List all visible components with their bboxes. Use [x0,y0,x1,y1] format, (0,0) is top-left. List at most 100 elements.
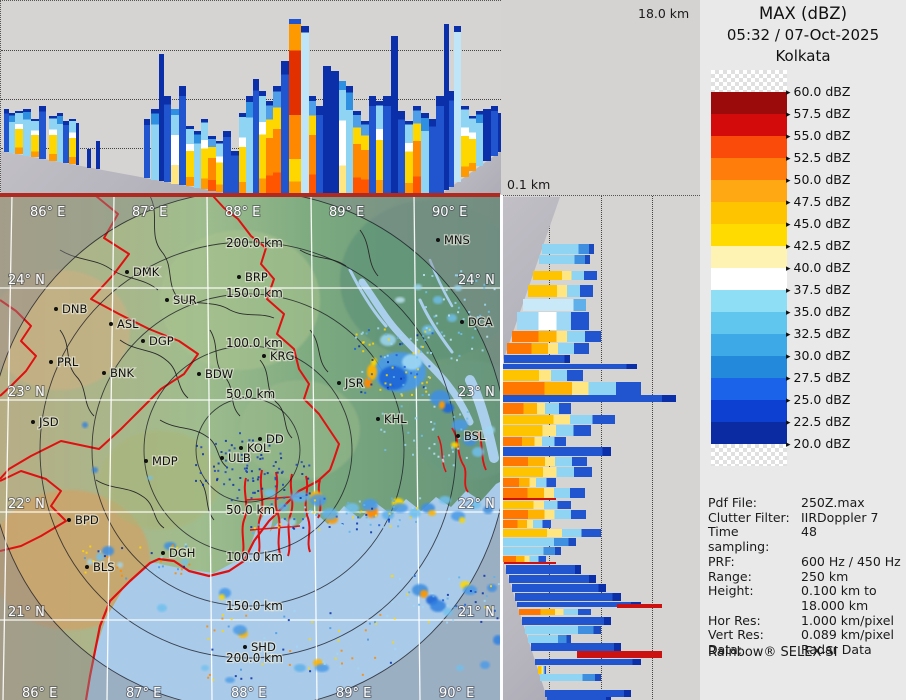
radar-echo-speckle [357,667,360,670]
radar-echo-speckle [431,591,434,594]
station-dot [376,417,380,421]
longitude-label: 89° E [336,686,371,700]
metadata-row: Vert Res: 0.089 km/pixel [708,627,894,643]
profile-bar [503,395,676,402]
radar-echo-speckle [361,331,364,334]
radar-echo-speckle [367,520,370,523]
radar-echo-speckle [388,512,391,515]
profile-bar [540,674,601,681]
radar-echo-speckle [425,390,428,393]
dbz-tick: ▸ 50.0 dBZ [786,172,851,187]
profile-bar [339,81,346,194]
profile-bar [273,86,281,194]
radar-echo-speckle [246,464,249,467]
profile-bar [532,271,597,280]
radar-echo-speckle [315,514,318,516]
radar-echo-speckle [431,275,434,277]
station-label: BPD [75,513,99,527]
radar-echo [82,422,88,428]
radar-echo-speckle [368,622,371,625]
radar-echo-speckle [322,660,325,663]
radar-echo-speckle [195,464,198,467]
station-dot [31,420,35,424]
radar-echo-speckle [318,528,321,531]
tick-arrow-icon: ▸ [786,110,791,120]
station-label: MDP [152,454,178,468]
profile-bar [530,643,621,651]
radar-map-canvas[interactable]: DMK DNB SUR ASL DGP PRL BNK BDW BRP MNS DCA KRG JSR K… [0,195,500,700]
latitude-label: 23° N [8,385,45,400]
radar-echo-speckle [474,601,477,604]
profile-bar [266,101,273,194]
tick-arrow-icon: ▸ [786,198,791,208]
radar-echo-speckle [195,444,198,447]
dbz-tick: ▸ 32.5 dBZ [786,326,851,341]
dbz-tick: ▸ 37.5 dBZ [786,282,851,297]
radar-echo-speckle [293,518,296,521]
radar-echo [102,546,114,556]
radar-echo-speckle [274,476,277,479]
radar-echo [345,503,359,513]
radar-echo-speckle [309,670,312,673]
radar-echo [201,665,209,671]
metadata-row: Range: 250 km [708,568,849,584]
profile-bar [186,126,194,187]
radar-echo-speckle [460,428,463,431]
radar-echo-speckle [224,471,227,474]
radar-echo-speckle [379,355,382,358]
radar-echo-speckle [455,605,458,608]
radar-echo-speckle [247,460,250,463]
radar-echo-speckle [230,499,233,502]
radar-echo-speckle [420,434,423,437]
profile-bar [346,86,353,194]
longitude-label: 88° E [225,205,260,220]
radar-echo-speckle [367,638,369,641]
radar-echo [278,503,288,511]
radar-echo-speckle [283,504,286,507]
profile-bar [87,149,91,168]
station-label: JSD [38,415,59,429]
radar-echo-speckle [490,585,492,588]
tick-arrow-icon: ▸ [786,176,791,186]
profile-bar [514,593,621,601]
radar-echo-speckle [394,647,397,650]
longitude-label: 86° E [30,205,65,220]
radar-echo-speckle [364,391,367,394]
radar-echo [428,510,436,516]
river [348,268,388,328]
tick-arrow-icon: ▸ [786,352,791,362]
profile-bar [4,109,9,152]
profile-bar [503,520,551,528]
radar-echo-speckle [391,601,394,603]
radar-echo-speckle [323,662,326,665]
radar-echo-speckle [365,513,368,516]
profile-bar [15,111,23,155]
radar-echo [409,508,421,518]
profile-bar [503,501,571,509]
radar-echo-speckle [251,477,254,480]
river [418,298,454,354]
station-label: SHD [251,640,276,654]
radar-echo-speckle [474,591,477,593]
radar-echo-speckle [385,374,388,377]
radar-echo-speckle [256,456,259,459]
radar-echo-speckle [392,376,395,378]
radar-echo-speckle [400,377,403,380]
radar-echo-speckle [227,625,230,628]
radar-echo-speckle [215,442,217,445]
radar-echo-speckle [427,336,430,339]
radar-echo-speckle [226,466,228,469]
radar-echo-speckle [424,330,427,333]
radar-echo-speckle [270,508,273,510]
radar-echo-speckle [425,291,428,294]
profile-bar [208,136,216,191]
radar-echo-speckle [421,345,424,348]
radar-echo-speckle [365,516,368,519]
metadata-row: Time sampling: 48 [708,524,817,555]
colorbar-band [711,400,787,422]
latitude-label: 21° N [8,605,45,620]
radar-echo-speckle [367,329,370,332]
profile-bar [164,96,171,183]
radar-echo-speckle [276,434,279,437]
radar-echo-speckle [259,457,262,460]
